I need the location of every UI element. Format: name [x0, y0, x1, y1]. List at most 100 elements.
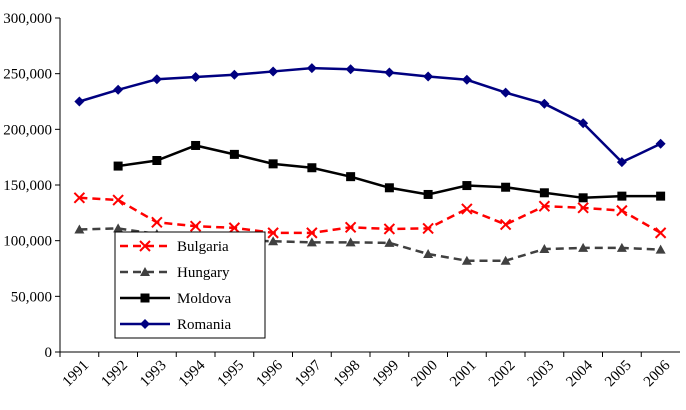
marker: [423, 189, 433, 199]
x-tick-label: 2003: [525, 358, 558, 391]
marker: [306, 227, 318, 239]
marker: [139, 240, 151, 252]
marker: [140, 293, 150, 303]
marker: [306, 237, 317, 247]
marker-part: [139, 240, 151, 252]
marker: [500, 87, 511, 98]
x-tick-label: 1991: [60, 358, 93, 391]
marker-part: [654, 227, 667, 239]
marker: [384, 183, 394, 193]
marker: [384, 67, 395, 78]
x-tick-label: 1992: [98, 358, 131, 391]
marker: [140, 319, 150, 329]
marker: [344, 221, 357, 234]
x-tick-label: 1999: [370, 358, 403, 391]
marker: [73, 192, 86, 204]
series-line: [79, 196, 662, 235]
y-tick-label: 200,000: [3, 122, 52, 138]
marker-part: [538, 200, 551, 212]
marker: [229, 69, 240, 80]
marker: [578, 118, 589, 129]
marker: [113, 161, 123, 171]
x-tick-label: 1995: [215, 358, 248, 391]
y-tick-label: 100,000: [3, 234, 52, 250]
marker-part: [616, 204, 628, 217]
marker: [74, 96, 85, 107]
x-tick-label: 1994: [176, 357, 209, 390]
marker: [113, 84, 124, 95]
marker-part: [151, 216, 163, 229]
marker: [151, 216, 163, 229]
marker: [268, 236, 279, 246]
x-tick-label: 1997: [292, 357, 325, 390]
marker: [655, 244, 666, 254]
y-tick-label: 250,000: [3, 67, 52, 83]
marker: [538, 200, 551, 212]
marker: [423, 71, 434, 82]
x-tick-label: 2004: [563, 357, 596, 390]
x-tick-label: 2005: [602, 358, 635, 391]
x-tick-label: 1996: [253, 357, 286, 390]
marker: [617, 191, 627, 201]
x-tick-label: 2002: [486, 358, 519, 391]
marker: [346, 172, 356, 182]
marker-part: [344, 221, 357, 234]
marker: [74, 224, 85, 234]
legend-label: Moldova: [177, 291, 232, 307]
marker: [461, 74, 472, 85]
marker: [140, 267, 150, 276]
marker: [113, 223, 124, 233]
x-tick-label: 2000: [408, 358, 441, 391]
marker-part: [499, 218, 512, 231]
marker: [384, 237, 395, 247]
series-line: [79, 66, 662, 164]
marker-part: [577, 202, 589, 214]
marker: [190, 72, 201, 83]
marker: [228, 222, 241, 234]
legend-label: Hungary: [177, 265, 230, 281]
marker: [423, 249, 434, 259]
marker: [267, 227, 279, 239]
marker: [345, 237, 356, 247]
marker: [578, 193, 588, 203]
marker: [539, 188, 549, 198]
marker: [539, 244, 550, 254]
marker: [112, 194, 124, 206]
marker-part: [228, 222, 241, 234]
marker: [655, 138, 666, 149]
y-tick-label: 0: [45, 345, 53, 361]
marker: [616, 157, 627, 168]
marker-part: [461, 203, 473, 215]
marker-part: [112, 194, 124, 206]
y-tick-label: 300,000: [3, 11, 52, 27]
marker: [577, 202, 589, 214]
x-tick-label: 1998: [331, 358, 364, 391]
y-tick-label: 150,000: [3, 178, 52, 194]
x-tick-label: 2001: [447, 358, 480, 391]
marker: [268, 159, 278, 169]
marker: [152, 156, 162, 166]
marker: [539, 98, 550, 109]
x-tick-label: 1993: [137, 358, 170, 391]
marker: [616, 242, 627, 252]
marker: [383, 223, 396, 235]
marker: [461, 203, 473, 215]
marker-part: [422, 222, 434, 235]
x-tick-label: 2006: [641, 357, 674, 390]
marker-part: [306, 227, 318, 239]
marker: [307, 163, 317, 173]
marker: [500, 255, 511, 265]
marker: [462, 181, 472, 191]
marker: [191, 140, 201, 150]
y-tick-label: 50,000: [11, 289, 52, 305]
marker: [578, 242, 589, 252]
marker: [461, 255, 472, 265]
legend: Bulgaria Hungary Moldova Romania: [114, 231, 266, 339]
marker-part: [73, 192, 86, 204]
marker: [501, 182, 511, 192]
marker: [345, 64, 356, 75]
marker-part: [189, 220, 202, 232]
legend-label: Romania: [177, 317, 231, 333]
marker: [654, 227, 667, 239]
